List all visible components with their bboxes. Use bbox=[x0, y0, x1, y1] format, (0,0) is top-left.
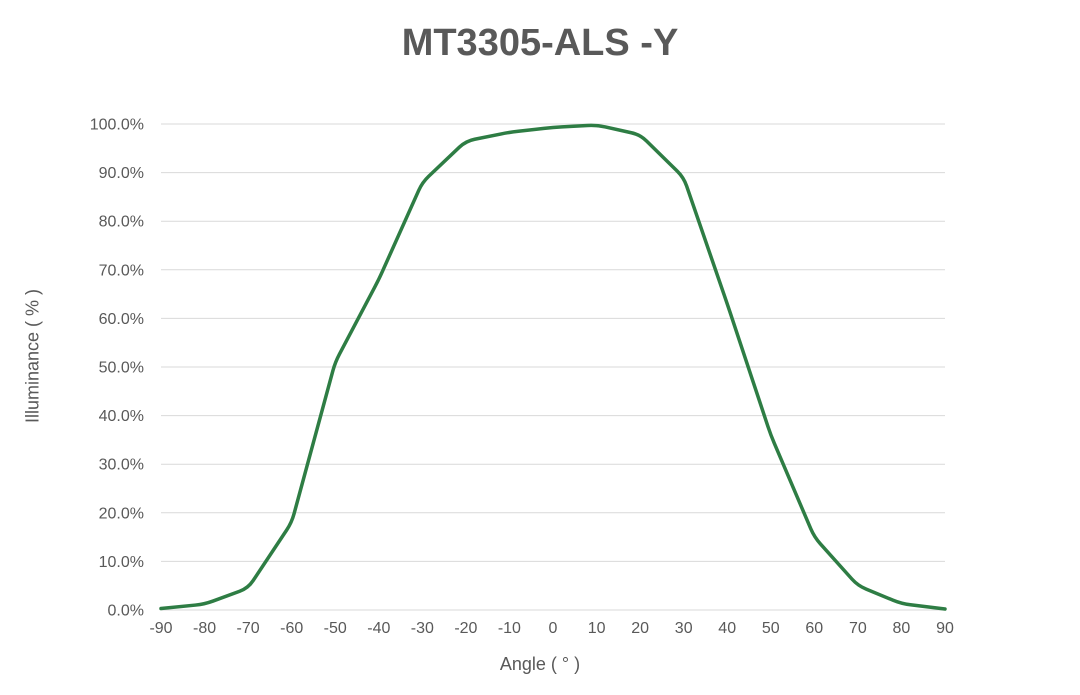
svg-text:80: 80 bbox=[893, 620, 911, 637]
svg-text:70: 70 bbox=[849, 620, 867, 637]
svg-text:30: 30 bbox=[675, 620, 693, 637]
svg-text:50.0%: 50.0% bbox=[99, 360, 144, 377]
svg-text:20: 20 bbox=[631, 620, 649, 637]
svg-text:-80: -80 bbox=[193, 620, 216, 637]
svg-text:100.0%: 100.0% bbox=[90, 117, 144, 134]
svg-text:70.0%: 70.0% bbox=[99, 262, 144, 279]
svg-text:-60: -60 bbox=[280, 620, 303, 637]
svg-text:-50: -50 bbox=[324, 620, 347, 637]
svg-text:-30: -30 bbox=[411, 620, 434, 637]
svg-text:90.0%: 90.0% bbox=[99, 165, 144, 182]
svg-text:0: 0 bbox=[549, 620, 558, 637]
svg-text:40.0%: 40.0% bbox=[99, 408, 144, 425]
svg-text:80.0%: 80.0% bbox=[99, 214, 144, 231]
svg-text:20.0%: 20.0% bbox=[99, 505, 144, 522]
svg-text:10: 10 bbox=[588, 620, 606, 637]
svg-text:0.0%: 0.0% bbox=[108, 603, 144, 620]
svg-text:60: 60 bbox=[805, 620, 823, 637]
svg-text:-10: -10 bbox=[498, 620, 521, 637]
svg-text:-70: -70 bbox=[237, 620, 260, 637]
svg-text:-20: -20 bbox=[454, 620, 477, 637]
svg-text:10.0%: 10.0% bbox=[99, 554, 144, 571]
svg-text:30.0%: 30.0% bbox=[99, 457, 144, 474]
svg-text:-90: -90 bbox=[149, 620, 172, 637]
svg-text:40: 40 bbox=[718, 620, 736, 637]
svg-text:50: 50 bbox=[762, 620, 780, 637]
svg-text:60.0%: 60.0% bbox=[99, 311, 144, 328]
svg-text:90: 90 bbox=[936, 620, 954, 637]
svg-text:-40: -40 bbox=[367, 620, 390, 637]
